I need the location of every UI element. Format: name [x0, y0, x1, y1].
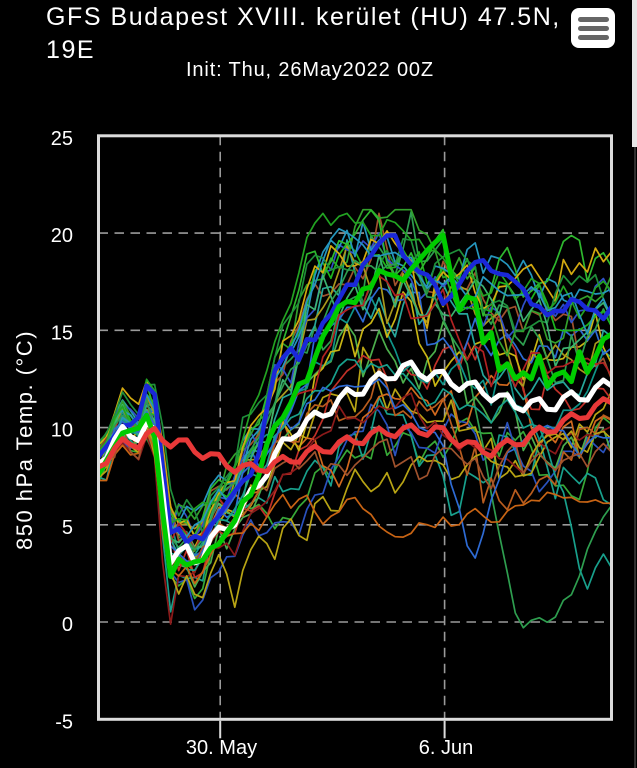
- svg-text:850 hPa Temp. (°C): 850 hPa Temp. (°C): [12, 330, 37, 550]
- svg-text:25: 25: [51, 128, 73, 150]
- svg-text:10: 10: [51, 420, 73, 442]
- svg-text:0: 0: [62, 614, 73, 636]
- svg-text:30. May: 30. May: [186, 737, 257, 759]
- svg-text:15: 15: [51, 322, 73, 344]
- svg-text:-5: -5: [55, 711, 73, 733]
- svg-text:20: 20: [51, 225, 73, 247]
- svg-text:5: 5: [62, 517, 73, 539]
- svg-text:6. Jun: 6. Jun: [419, 737, 473, 759]
